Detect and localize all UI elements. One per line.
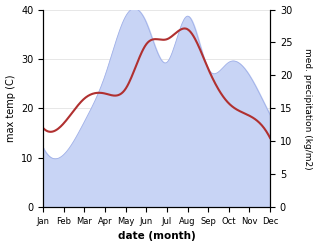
X-axis label: date (month): date (month) <box>118 231 196 242</box>
Y-axis label: max temp (C): max temp (C) <box>5 75 16 142</box>
Y-axis label: med. precipitation (kg/m2): med. precipitation (kg/m2) <box>303 48 313 169</box>
